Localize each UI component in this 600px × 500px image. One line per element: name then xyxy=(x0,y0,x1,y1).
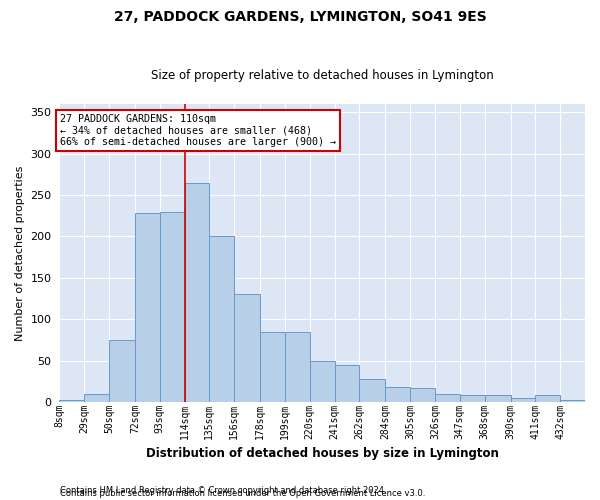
X-axis label: Distribution of detached houses by size in Lymington: Distribution of detached houses by size … xyxy=(146,447,499,460)
Bar xyxy=(485,396,511,402)
Bar xyxy=(84,394,109,402)
Bar xyxy=(410,388,435,402)
Title: Size of property relative to detached houses in Lymington: Size of property relative to detached ho… xyxy=(151,69,494,82)
Bar xyxy=(460,396,485,402)
Bar xyxy=(385,387,410,402)
Text: 27, PADDOCK GARDENS, LYMINGTON, SO41 9ES: 27, PADDOCK GARDENS, LYMINGTON, SO41 9ES xyxy=(113,10,487,24)
Bar xyxy=(234,294,260,402)
Bar xyxy=(135,214,160,402)
Bar xyxy=(310,360,335,402)
Bar xyxy=(285,332,310,402)
Bar xyxy=(209,236,234,402)
Bar xyxy=(260,332,285,402)
Bar xyxy=(109,340,135,402)
Bar xyxy=(560,400,585,402)
Bar xyxy=(511,398,535,402)
Bar xyxy=(359,379,385,402)
Bar xyxy=(335,365,359,402)
Text: Contains HM Land Registry data © Crown copyright and database right 2024.: Contains HM Land Registry data © Crown c… xyxy=(60,486,386,495)
Bar xyxy=(59,400,84,402)
Y-axis label: Number of detached properties: Number of detached properties xyxy=(15,166,25,340)
Bar xyxy=(160,212,185,402)
Text: 27 PADDOCK GARDENS: 110sqm
← 34% of detached houses are smaller (468)
66% of sem: 27 PADDOCK GARDENS: 110sqm ← 34% of deta… xyxy=(60,114,336,147)
Bar xyxy=(535,396,560,402)
Bar xyxy=(435,394,460,402)
Text: Contains public sector information licensed under the Open Government Licence v3: Contains public sector information licen… xyxy=(60,488,425,498)
Bar xyxy=(185,182,209,402)
